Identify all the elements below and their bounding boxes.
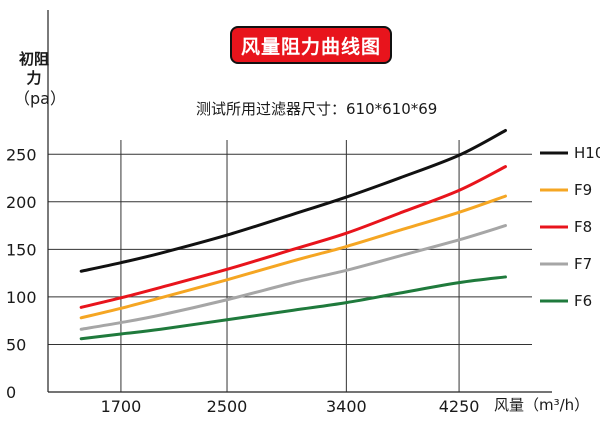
legend-label-h10: H10 xyxy=(574,144,600,162)
chart-grid xyxy=(48,140,532,392)
x-tick-label: 4250 xyxy=(439,397,480,416)
series-line-f6 xyxy=(79,275,507,341)
y-axis-unit: （pa） xyxy=(14,89,66,108)
y-tick-label: 50 xyxy=(6,335,26,354)
y-tick-label: 200 xyxy=(6,193,37,212)
series-line-f9 xyxy=(79,194,507,320)
x-tick-label: 2500 xyxy=(207,397,248,416)
y-tick-label: 0 xyxy=(6,383,16,402)
y-tick-label: 250 xyxy=(6,145,37,164)
x-tick-label: 3400 xyxy=(326,397,367,416)
chart-series xyxy=(79,128,507,341)
legend-label-f7: F7 xyxy=(574,255,592,273)
chart-title: 风量阻力曲线图 xyxy=(230,26,392,64)
x-axis-label: 风量（m³/h） xyxy=(494,396,590,414)
y-tick-label: 100 xyxy=(6,288,37,307)
chart-subtitle: 测试所用过滤器尺寸：610*610*69 xyxy=(196,100,438,118)
series-line-h10 xyxy=(79,128,507,273)
x-tick-label: 1700 xyxy=(101,397,142,416)
y-axis-label-text: 初阻力 xyxy=(18,50,49,87)
y-tick-label: 150 xyxy=(6,240,37,259)
series-line-f8 xyxy=(79,165,507,309)
legend-label-f6: F6 xyxy=(574,292,592,310)
legend-label-f9: F9 xyxy=(574,181,592,199)
chart-axes: 0 50 100 150 200 250 1700 2500 3400 4250 xyxy=(6,10,552,416)
y-axis-label: 初阻力 （pa） xyxy=(14,50,66,108)
legend-label-f8: F8 xyxy=(574,218,592,236)
chart-legend: H10 F9 F8 F7 F6 xyxy=(540,144,600,310)
series-line-f7 xyxy=(79,224,507,331)
